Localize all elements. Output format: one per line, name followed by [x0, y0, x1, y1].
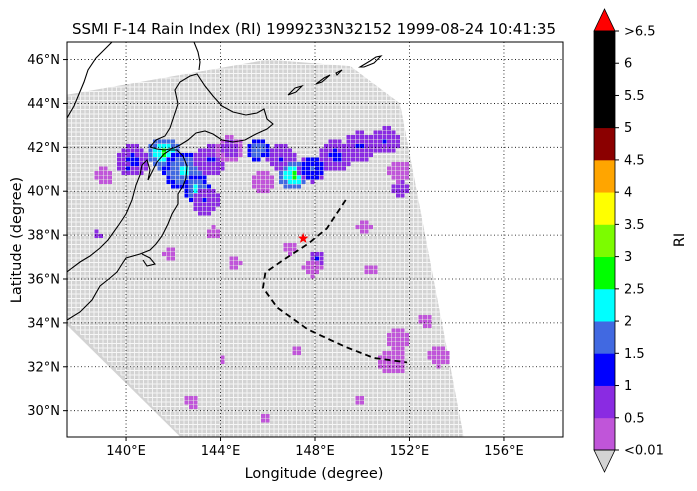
- y-tick-label: 34°N: [27, 316, 60, 331]
- colorbar-tick-label: >6.5: [624, 25, 656, 40]
- colorbar-tick-label: 5.5: [624, 89, 645, 104]
- rain-cell-cluster: [387, 328, 409, 351]
- colorbar-tick-label: 4: [624, 186, 632, 201]
- y-tick-label: 44°N: [27, 97, 60, 112]
- colorbar-segment: [594, 321, 615, 354]
- x-tick-label: 156°E: [484, 444, 524, 459]
- rain-cell-cluster: [292, 346, 301, 355]
- rain-cell-cluster: [207, 225, 220, 238]
- rain-cell-cluster: [418, 315, 432, 328]
- colorbar-segment: [594, 353, 615, 386]
- x-tick-label: 144°E: [201, 444, 241, 459]
- colorbar-segment: [594, 224, 615, 258]
- y-tick-label: 46°N: [27, 53, 60, 68]
- colorbar-tick-label: 3: [624, 250, 632, 265]
- rain-cell-cluster: [301, 261, 324, 279]
- rain-cell-cluster: [229, 256, 243, 270]
- rain-cell-cluster: [247, 139, 270, 162]
- colorbar-segment: [594, 31, 615, 64]
- rain-cell-cluster: [342, 130, 378, 162]
- gridlines: [67, 42, 563, 437]
- colorbar-tick-label: 3.5: [624, 218, 645, 233]
- y-tick-label: 36°N: [27, 273, 60, 288]
- colorbar-tick-label: 6: [624, 57, 632, 72]
- rain-cell-cluster: [297, 157, 328, 184]
- colorbar-segment: [594, 63, 615, 96]
- x-tick-label: 140°E: [106, 444, 146, 459]
- x-tick-label: 152°E: [390, 444, 430, 459]
- rain-cell-cluster: [261, 414, 270, 423]
- colorbar-tick-label: 1.5: [624, 347, 645, 362]
- x-axis-label: Longitude (degree): [245, 466, 384, 482]
- colorbar-segment: [594, 417, 615, 451]
- rain-cell-cluster: [355, 220, 373, 234]
- coastline-boso: [141, 253, 156, 267]
- colorbar-segment: [594, 288, 615, 322]
- colorbar: <0.01 0.5 1 1.5 2 2.5 3 3.5 4 4.5 5 5.5 6 >6.5: [593, 8, 664, 473]
- coastline-kuril-2: [315, 74, 331, 85]
- colorbar-tick-label: 1: [624, 379, 632, 394]
- colorbar-label: RI: [672, 233, 688, 247]
- x-axis-ticks: 140°E 144°E 148°E 152°E 156°E: [106, 437, 524, 459]
- y-tick-label: 32°N: [27, 360, 60, 375]
- rain-cell-cluster: [216, 135, 243, 162]
- rain-cell-cluster: [94, 166, 112, 184]
- colorbar-tick-label: 5: [624, 121, 632, 136]
- coastline-hokkaido: [149, 73, 274, 151]
- rain-cell-cluster: [184, 396, 198, 409]
- colorbar-segment: [594, 95, 615, 129]
- y-axis-label: Latitude (degree): [9, 177, 25, 303]
- y-tick-label: 42°N: [27, 141, 60, 156]
- colorbar-under-arrow: [593, 449, 616, 473]
- rain-cell-cluster: [364, 265, 378, 274]
- colorbar-tick-label: 4.5: [624, 153, 645, 168]
- colorbar-tick-label: 2.5: [624, 282, 645, 297]
- coastline-sakhalin: [193, 42, 201, 71]
- coastline-kuril-1: [287, 84, 304, 96]
- colorbar-segment: [594, 159, 615, 193]
- storm-track: [262, 199, 408, 364]
- coastlines: [67, 42, 383, 321]
- colorbar-segment: [594, 127, 615, 161]
- rain-cell-cluster: [373, 126, 400, 153]
- y-tick-label: 30°N: [27, 404, 60, 419]
- storm-center-marker: [298, 232, 309, 243]
- rain-cell-cluster: [252, 171, 274, 193]
- rain-cell-cluster: [283, 243, 297, 256]
- colorbar-frame: [593, 30, 616, 451]
- rain-cell-cluster: [265, 144, 297, 171]
- x-tick-label: 148°E: [295, 444, 335, 459]
- colorbar-segment: [594, 192, 615, 225]
- colorbar-segment: [594, 256, 615, 290]
- colorbar-segment: [594, 385, 615, 419]
- coastline-kuril-3: [335, 69, 343, 76]
- colorbar-tick-label: 0.5: [624, 411, 645, 426]
- coastline-honshu: [67, 149, 188, 321]
- y-tick-label: 40°N: [27, 185, 60, 200]
- colorbar-tick-label: 2: [624, 315, 632, 330]
- colorbar-over-arrow: [593, 8, 616, 32]
- coastline-kuril-4: [358, 55, 383, 68]
- rain-cell-cluster: [94, 229, 103, 238]
- rain-cell-cluster: [387, 162, 409, 184]
- rain-cell-cluster: [121, 162, 135, 175]
- storm-center-star: [298, 232, 309, 243]
- y-tick-label: 38°N: [27, 229, 60, 244]
- rain-cell-cluster: [220, 355, 225, 364]
- rain-cell-cluster: [162, 247, 175, 261]
- y-axis-ticks: 30°N 32°N 34°N 36°N 38°N 40°N 42°N 44°N 46°N: [27, 53, 67, 419]
- coastline-mainland: [67, 42, 113, 119]
- chart-title: SSMI F-14 Rain Index (RI) 1999233N32152 …: [72, 20, 556, 38]
- rain-cell-cluster: [193, 189, 220, 216]
- colorbar-tick-label: <0.01: [624, 444, 664, 459]
- rain-cell-cluster: [355, 396, 364, 405]
